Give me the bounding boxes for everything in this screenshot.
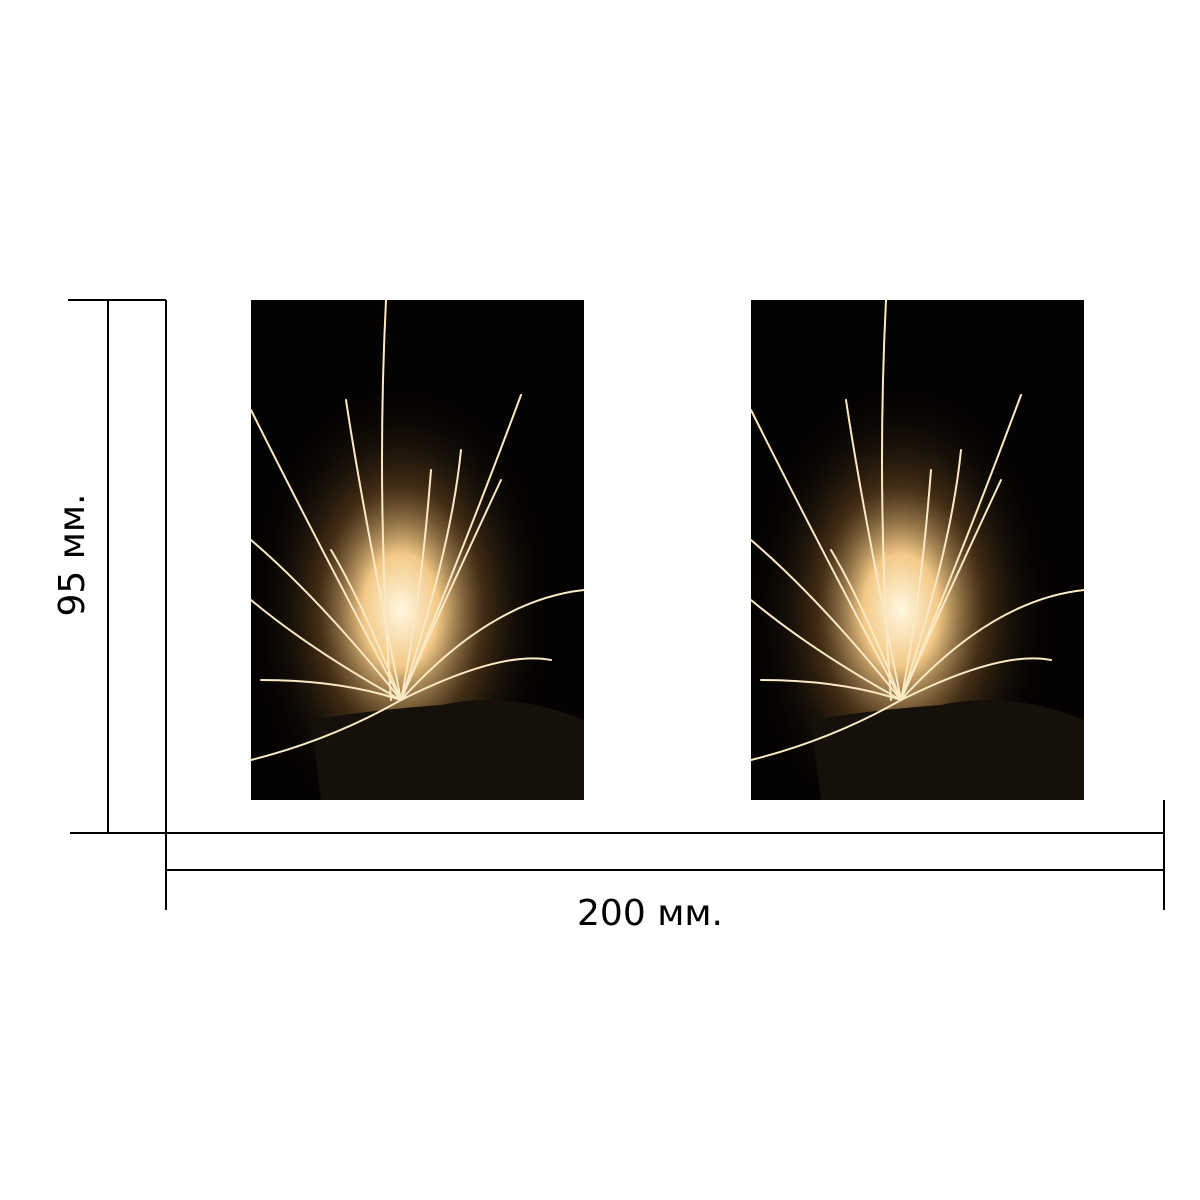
product-image (750, 299, 1085, 801)
width-dimension: 200 мм. (165, 800, 1165, 934)
height-dimension: 95 мм. (52, 299, 167, 834)
width-label: 200 мм. (577, 893, 723, 934)
product-image (250, 299, 585, 801)
height-label: 95 мм. (52, 493, 93, 616)
